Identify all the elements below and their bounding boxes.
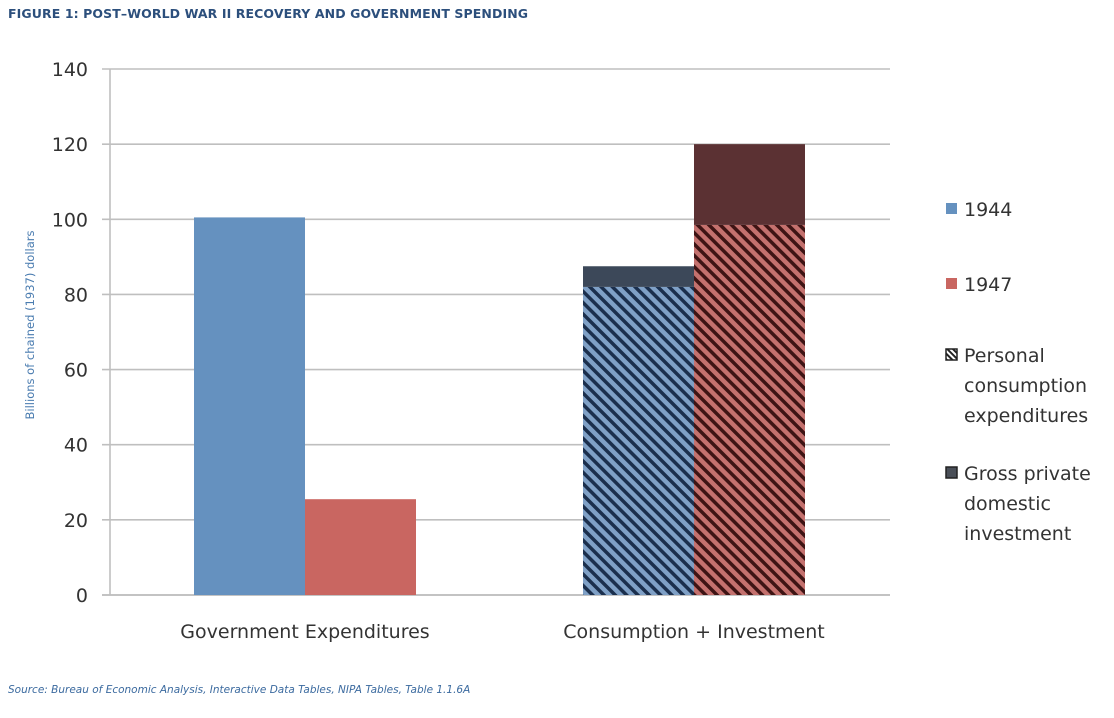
y-tick-label-20: 20: [64, 510, 88, 532]
figure-title: FIGURE 1: POST–WORLD WAR II RECOVERY AND…: [8, 6, 529, 21]
legend-swatch-2: [945, 348, 958, 361]
legend-label-2-line-2: expenditures: [964, 405, 1088, 427]
y-axis-title: Billions of chained (1937) dollars: [23, 231, 37, 420]
legend-label-3-line-1: domestic: [964, 493, 1051, 515]
legend-label-3-line-0: Gross private: [964, 463, 1091, 485]
y-tick-label-80: 80: [64, 284, 88, 306]
legend-label-1: 1947: [964, 274, 1012, 296]
axis-labels: 0 20 40 60 80 100 120 140 Billions of chained (1…: [23, 59, 825, 643]
legend-swatch-3: [945, 466, 958, 479]
legend-label-2-line-0: Personal: [964, 345, 1045, 367]
legend: 1944 1947 Personal consumption expenditures G…: [945, 199, 1091, 545]
bar-1947-gross-private-domestic-investment: [694, 144, 805, 225]
bars: [194, 144, 805, 595]
y-tick-label-140: 140: [52, 59, 88, 81]
y-tick-label-0: 0: [76, 585, 88, 607]
bar-1944-gross-private-domestic-investment: [583, 266, 694, 287]
legend-swatch-0: [946, 203, 957, 214]
legend-label-0: 1944: [964, 199, 1012, 221]
legend-label-2-line-1: consumption: [964, 375, 1087, 397]
legend-swatch-1: [946, 278, 957, 289]
y-tick-label-120: 120: [52, 134, 88, 156]
source-note: Source: Bureau of Economic Analysis, Int…: [8, 684, 471, 696]
bar-1944-government-expenditures: [194, 217, 305, 595]
y-tick-label-40: 40: [64, 435, 88, 457]
bar-1944-personal-consumption-expenditures: [583, 286, 694, 595]
bar-1947-government-expenditures: [305, 499, 416, 595]
legend-label-3-line-2: investment: [964, 523, 1071, 545]
y-tick-label-100: 100: [52, 209, 88, 231]
x-category-label-0: Government Expenditures: [180, 621, 429, 643]
bar-1947-personal-consumption-expenditures: [694, 224, 805, 595]
y-tick-label-60: 60: [64, 360, 88, 382]
x-category-label-1: Consumption + Investment: [563, 621, 824, 643]
